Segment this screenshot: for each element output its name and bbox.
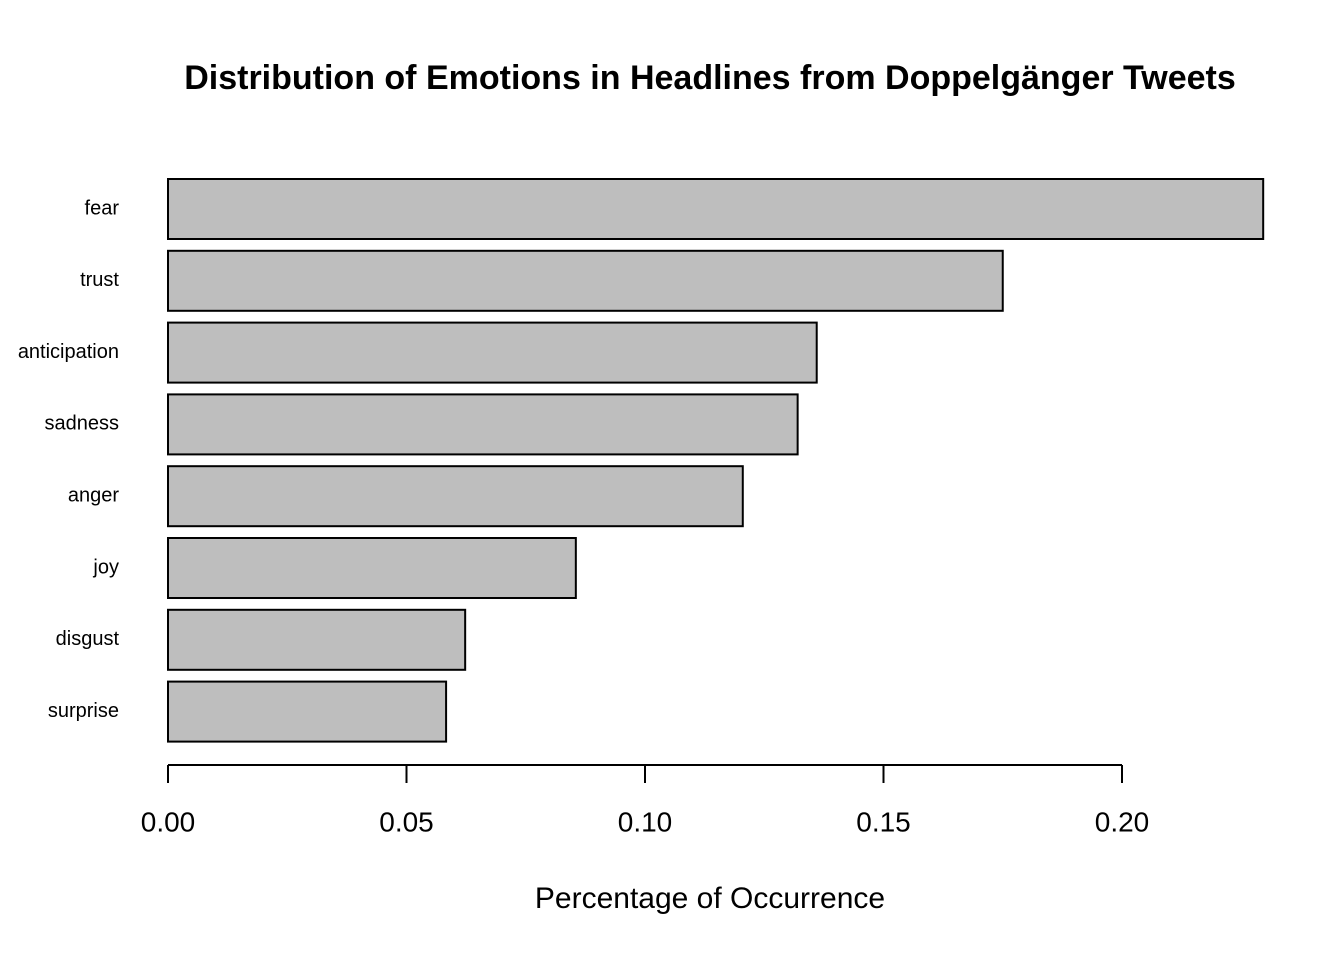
y-tick-label: anger [68, 484, 119, 506]
y-tick-label: joy [92, 556, 119, 578]
y-tick-label: surprise [48, 700, 119, 722]
x-axis-label: Percentage of Occurrence [535, 882, 885, 915]
x-tick-label: 0.05 [379, 806, 434, 837]
y-tick-label: disgust [56, 628, 120, 650]
bar [167, 608, 467, 671]
x-tick-label: 0.20 [1095, 806, 1150, 837]
bar [167, 680, 448, 743]
bar [167, 537, 577, 599]
y-tick-label: trust [80, 269, 119, 291]
bar [167, 393, 799, 456]
bar [167, 249, 1004, 312]
bar [167, 321, 818, 384]
y-tick-label: sadness [45, 413, 120, 435]
bar [167, 178, 1265, 240]
y-tick-label: anticipation [18, 341, 119, 363]
x-tick-label: 0.00 [141, 806, 196, 837]
x-tick-label: 0.10 [618, 806, 673, 837]
bar [167, 465, 744, 528]
y-tick-label: fear [85, 197, 120, 219]
x-tick-label: 0.15 [856, 806, 911, 837]
chart-title: Distribution of Emotions in Headlines fr… [184, 59, 1236, 97]
